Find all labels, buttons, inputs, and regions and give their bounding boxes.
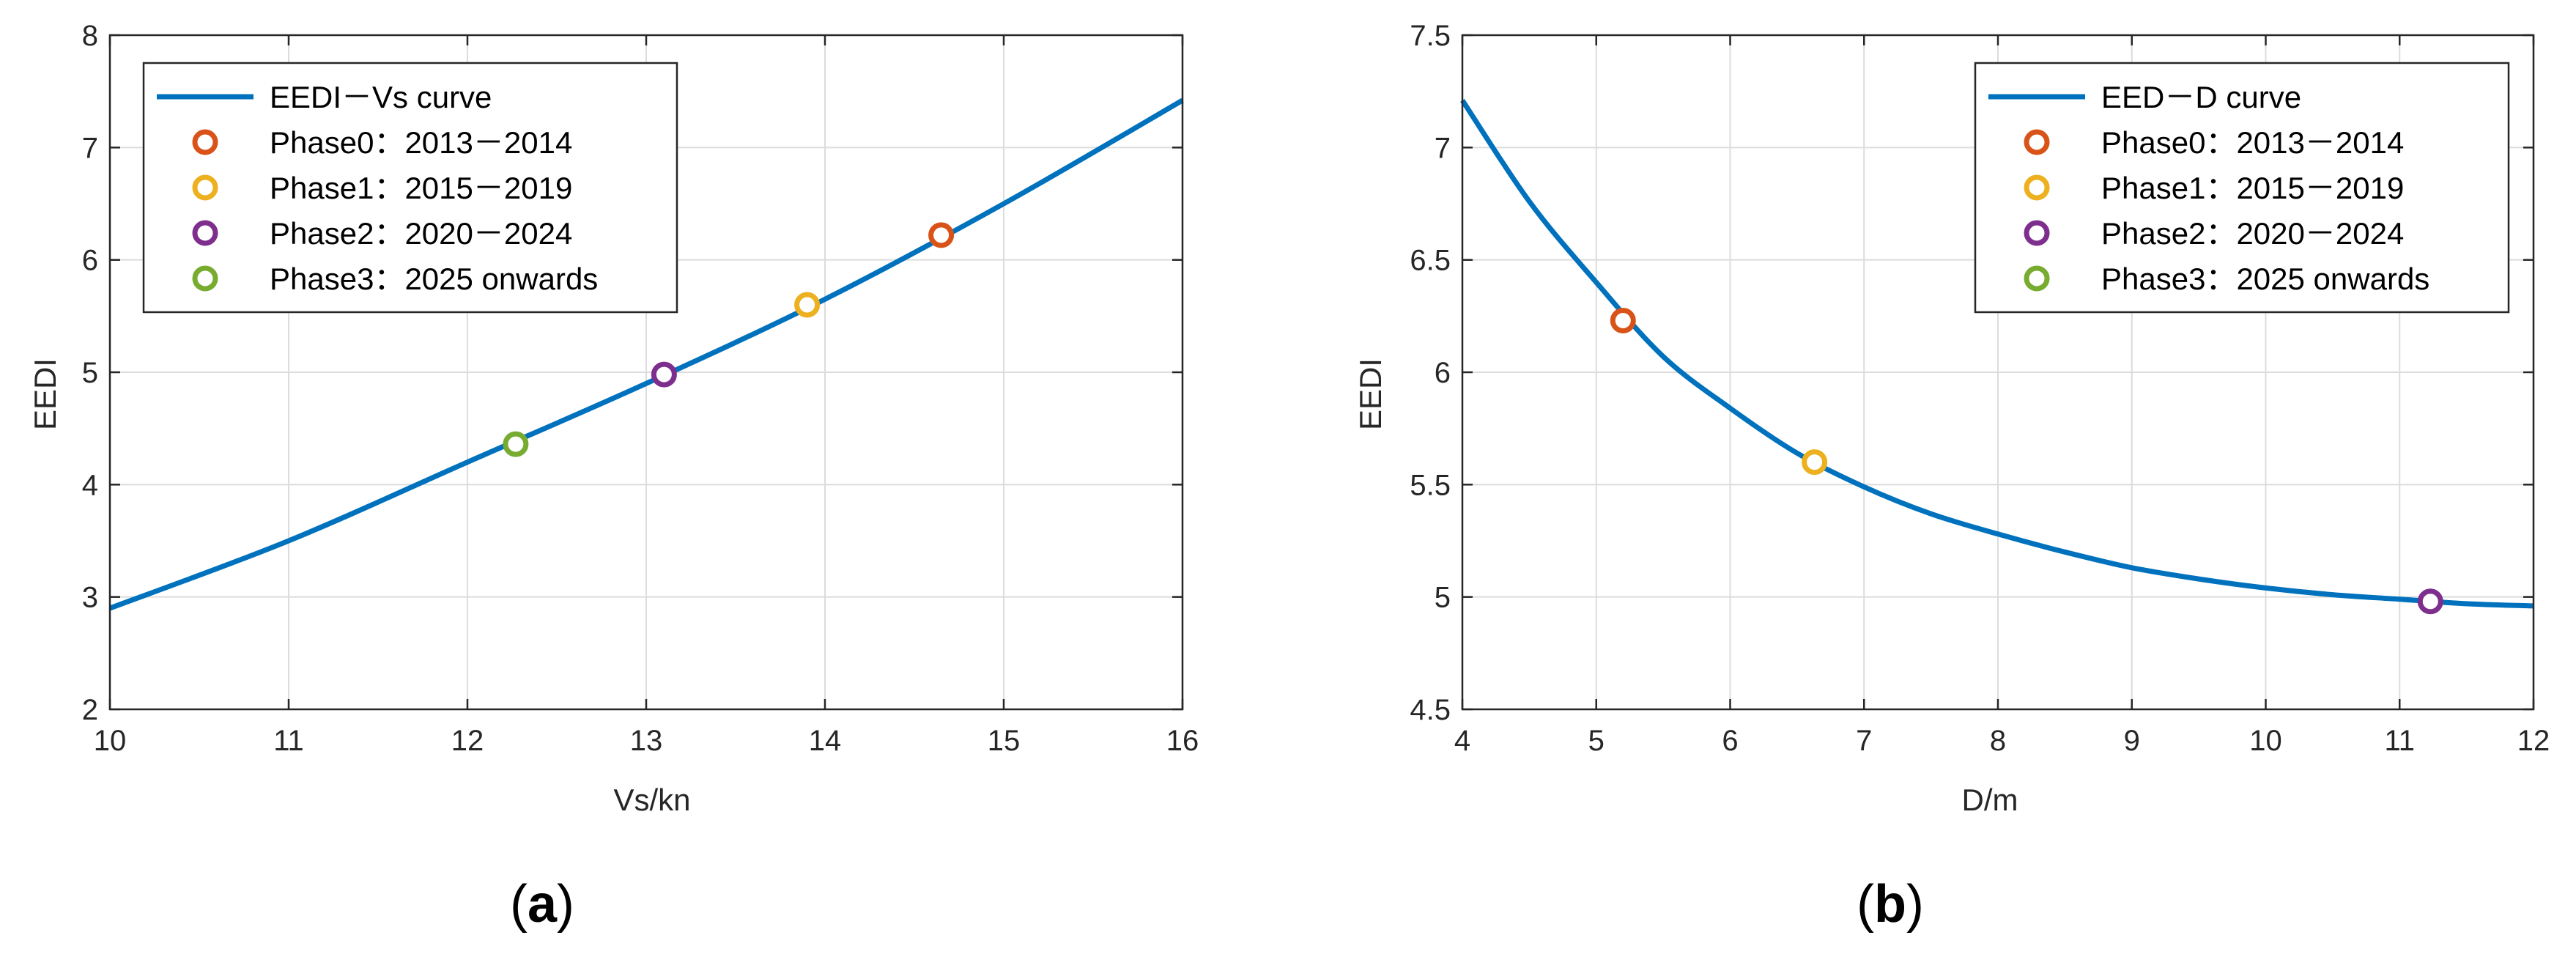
legend-marker-phase2-b (2024, 220, 2050, 246)
legend-b: EED－D curve Phase0：2013－2014 Phase1：2015－2… (1974, 62, 2510, 314)
marker-phase0-b (1610, 307, 1636, 333)
chart-panel-a: 10 11 12 13 14 15 16 2 3 4 5 6 7 8 Vs/kn EEDI EEDI－V… (28, 20, 1199, 934)
x-tick-label-b-3: 7 (1856, 725, 1872, 757)
curve-line-b (1460, 98, 2534, 609)
y-tick-label-a-4: 6 (82, 245, 98, 277)
legend-box-a (142, 62, 678, 314)
legend-label-b-2: Phase1：2015－2019 (2101, 171, 2404, 205)
x-tick-label-b-2: 6 (1722, 725, 1738, 757)
y-axis-label-b: EEDI (1353, 358, 1388, 430)
y-tick-label-a-3: 5 (82, 357, 98, 389)
x-tick-label-b-4: 8 (1990, 725, 2006, 757)
legend-marker-phase3-a (192, 265, 218, 292)
marker-phase1-b (1802, 449, 1828, 476)
y-axis-label-a: EEDI (28, 358, 62, 430)
x-tick-label-b-8: 12 (2517, 725, 2550, 757)
plot-area-b (1460, 98, 2534, 615)
legend-label-a-1: Phase0：2013－2014 (270, 125, 572, 160)
y-tick-labels-b: 4.5 5 5.5 6 6.5 7 7.5 (1410, 20, 1451, 726)
marker-phase0-a (928, 222, 955, 248)
x-tick-label-b-7: 11 (2384, 725, 2415, 757)
legend-marker-phase0-b (2024, 129, 2050, 155)
x-tick-label-b-6: 10 (2249, 725, 2282, 757)
marker-phase3-a (503, 431, 529, 457)
plot-area-a (108, 97, 1184, 611)
legend-label-b-0: EED－D curve (2101, 80, 2301, 114)
y-tick-label-b-4: 6.5 (1410, 245, 1451, 277)
curve-line-a (108, 97, 1184, 611)
x-tick-label-b-0: 4 (1454, 725, 1470, 757)
x-tick-label-a-1: 11 (273, 725, 304, 757)
x-tick-label-a-2: 12 (451, 725, 484, 757)
y-tick-label-a-6: 8 (82, 20, 98, 52)
legend-marker-phase2-a (192, 220, 218, 246)
chart-panel-b: 4 5 6 7 8 9 10 11 12 4.5 5 5.5 6 6.5 7 7.5 D/m EEDI EE… (1353, 20, 2550, 934)
x-tick-label-a-6: 16 (1166, 725, 1199, 757)
x-tick-label-a-4: 14 (809, 725, 842, 757)
y-tick-label-a-1: 3 (82, 582, 98, 614)
x-tick-label-a-5: 15 (988, 725, 1021, 757)
y-tick-label-b-5: 7 (1435, 132, 1451, 164)
legend-marker-phase3-b (2024, 265, 2050, 292)
legend-marker-phase0-a (192, 129, 218, 155)
axes-frame-b (1461, 34, 2535, 711)
panel-letter-b: b (1874, 875, 1906, 934)
x-tick-label-b-1: 5 (1588, 725, 1605, 757)
legend-label-a-0: EEDI－Vs curve (270, 80, 492, 114)
legend-label-b-4: Phase3：2025 onwards (2101, 262, 2429, 296)
y-tick-label-b-6: 7.5 (1410, 20, 1451, 52)
marker-phase1-a (794, 292, 821, 318)
marker-phase2-a (651, 361, 677, 388)
y-tick-label-b-0: 4.5 (1410, 694, 1451, 726)
y-tick-label-b-2: 5.5 (1410, 469, 1451, 501)
legend-marker-phase1-b (2024, 174, 2050, 201)
y-tick-label-a-2: 4 (82, 469, 98, 501)
legend-label-a-3: Phase2：2020－2024 (270, 216, 572, 251)
legend-label-a-4: Phase3：2025 onwards (270, 262, 598, 296)
legend-a: EEDI－Vs curve Phase0：2013－2014 Phase1：2015… (142, 62, 678, 314)
x-tick-label-b-5: 9 (2124, 725, 2140, 757)
axes-frame-a (108, 34, 1184, 711)
y-tick-label-b-1: 5 (1435, 582, 1451, 614)
legend-marker-phase1-a (192, 174, 218, 201)
legend-label-b-1: Phase0：2013－2014 (2101, 125, 2404, 160)
y-tick-label-b-3: 6 (1435, 357, 1451, 389)
legend-label-b-3: Phase2：2020－2024 (2101, 216, 2404, 251)
x-tick-labels-b: 4 5 6 7 8 9 10 11 12 (1454, 725, 2550, 757)
legend-box-b (1974, 62, 2510, 314)
panel-letter-a: a (528, 875, 558, 934)
y-tick-labels-a: 2 3 4 5 6 7 8 (82, 20, 98, 726)
panel-label-a: (a) (510, 875, 574, 934)
panel-label-b: (b) (1857, 875, 1924, 934)
legend-label-a-2: Phase1：2015－2019 (270, 171, 572, 205)
x-axis-label-a: Vs/kn (613, 783, 690, 817)
x-tick-label-a-3: 13 (630, 725, 663, 757)
x-axis-label-b: D/m (1962, 783, 2018, 817)
marker-phase2-b (2417, 588, 2443, 615)
y-tick-label-a-0: 2 (82, 694, 98, 726)
x-tick-label-a-0: 10 (94, 725, 127, 757)
x-tick-labels-a: 10 11 12 13 14 15 16 (94, 725, 1199, 757)
y-tick-label-a-5: 7 (82, 132, 98, 164)
